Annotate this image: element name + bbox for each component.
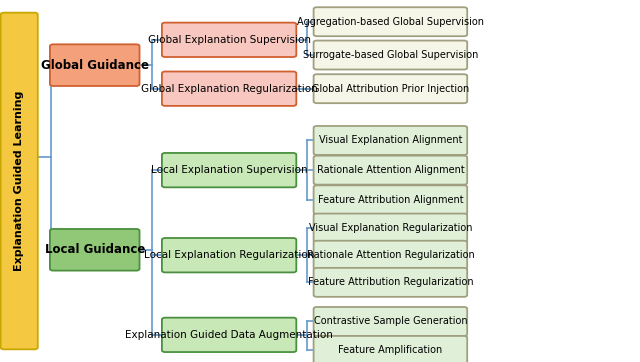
FancyBboxPatch shape bbox=[314, 214, 467, 243]
Text: Global Explanation Supervision: Global Explanation Supervision bbox=[148, 35, 310, 45]
Text: Explanation Guided Learning: Explanation Guided Learning bbox=[14, 91, 24, 271]
FancyBboxPatch shape bbox=[162, 238, 296, 272]
Text: Contrastive Sample Generation: Contrastive Sample Generation bbox=[314, 316, 467, 327]
Text: Feature Attribution Regularization: Feature Attribution Regularization bbox=[308, 277, 473, 287]
FancyBboxPatch shape bbox=[50, 45, 140, 86]
FancyBboxPatch shape bbox=[314, 307, 467, 336]
Text: Feature Amplification: Feature Amplification bbox=[339, 345, 442, 355]
FancyBboxPatch shape bbox=[162, 153, 296, 188]
FancyBboxPatch shape bbox=[162, 318, 296, 352]
FancyBboxPatch shape bbox=[314, 74, 467, 103]
FancyBboxPatch shape bbox=[50, 229, 140, 271]
Text: Surrogate-based Global Supervision: Surrogate-based Global Supervision bbox=[303, 50, 478, 60]
Text: Explanation Guided Data Augmentation: Explanation Guided Data Augmentation bbox=[125, 330, 333, 340]
FancyBboxPatch shape bbox=[1, 13, 38, 349]
Text: Local Explanation Supervision: Local Explanation Supervision bbox=[151, 165, 307, 175]
FancyBboxPatch shape bbox=[314, 241, 467, 270]
Text: Global Attribution Prior Injection: Global Attribution Prior Injection bbox=[312, 84, 469, 94]
FancyBboxPatch shape bbox=[314, 268, 467, 297]
FancyBboxPatch shape bbox=[314, 41, 467, 70]
Text: Rationale Attention Regularization: Rationale Attention Regularization bbox=[307, 250, 474, 260]
FancyBboxPatch shape bbox=[162, 22, 296, 57]
Text: Visual Explanation Alignment: Visual Explanation Alignment bbox=[319, 135, 462, 146]
FancyBboxPatch shape bbox=[314, 126, 467, 155]
FancyBboxPatch shape bbox=[314, 156, 467, 185]
FancyBboxPatch shape bbox=[162, 72, 296, 106]
FancyBboxPatch shape bbox=[314, 185, 467, 214]
Text: Feature Attribution Alignment: Feature Attribution Alignment bbox=[317, 195, 463, 205]
Text: Local Explanation Regularization: Local Explanation Regularization bbox=[144, 250, 314, 260]
Text: Visual Explanation Regularization: Visual Explanation Regularization bbox=[308, 223, 472, 233]
Text: Global Explanation Regularization: Global Explanation Regularization bbox=[141, 84, 317, 94]
Text: Local Guidance: Local Guidance bbox=[45, 243, 145, 256]
Text: Rationale Attention Alignment: Rationale Attention Alignment bbox=[317, 165, 464, 175]
FancyBboxPatch shape bbox=[314, 7, 467, 36]
Text: Aggregation-based Global Supervision: Aggregation-based Global Supervision bbox=[297, 17, 484, 27]
FancyBboxPatch shape bbox=[314, 336, 467, 362]
Text: Global Guidance: Global Guidance bbox=[41, 59, 148, 72]
